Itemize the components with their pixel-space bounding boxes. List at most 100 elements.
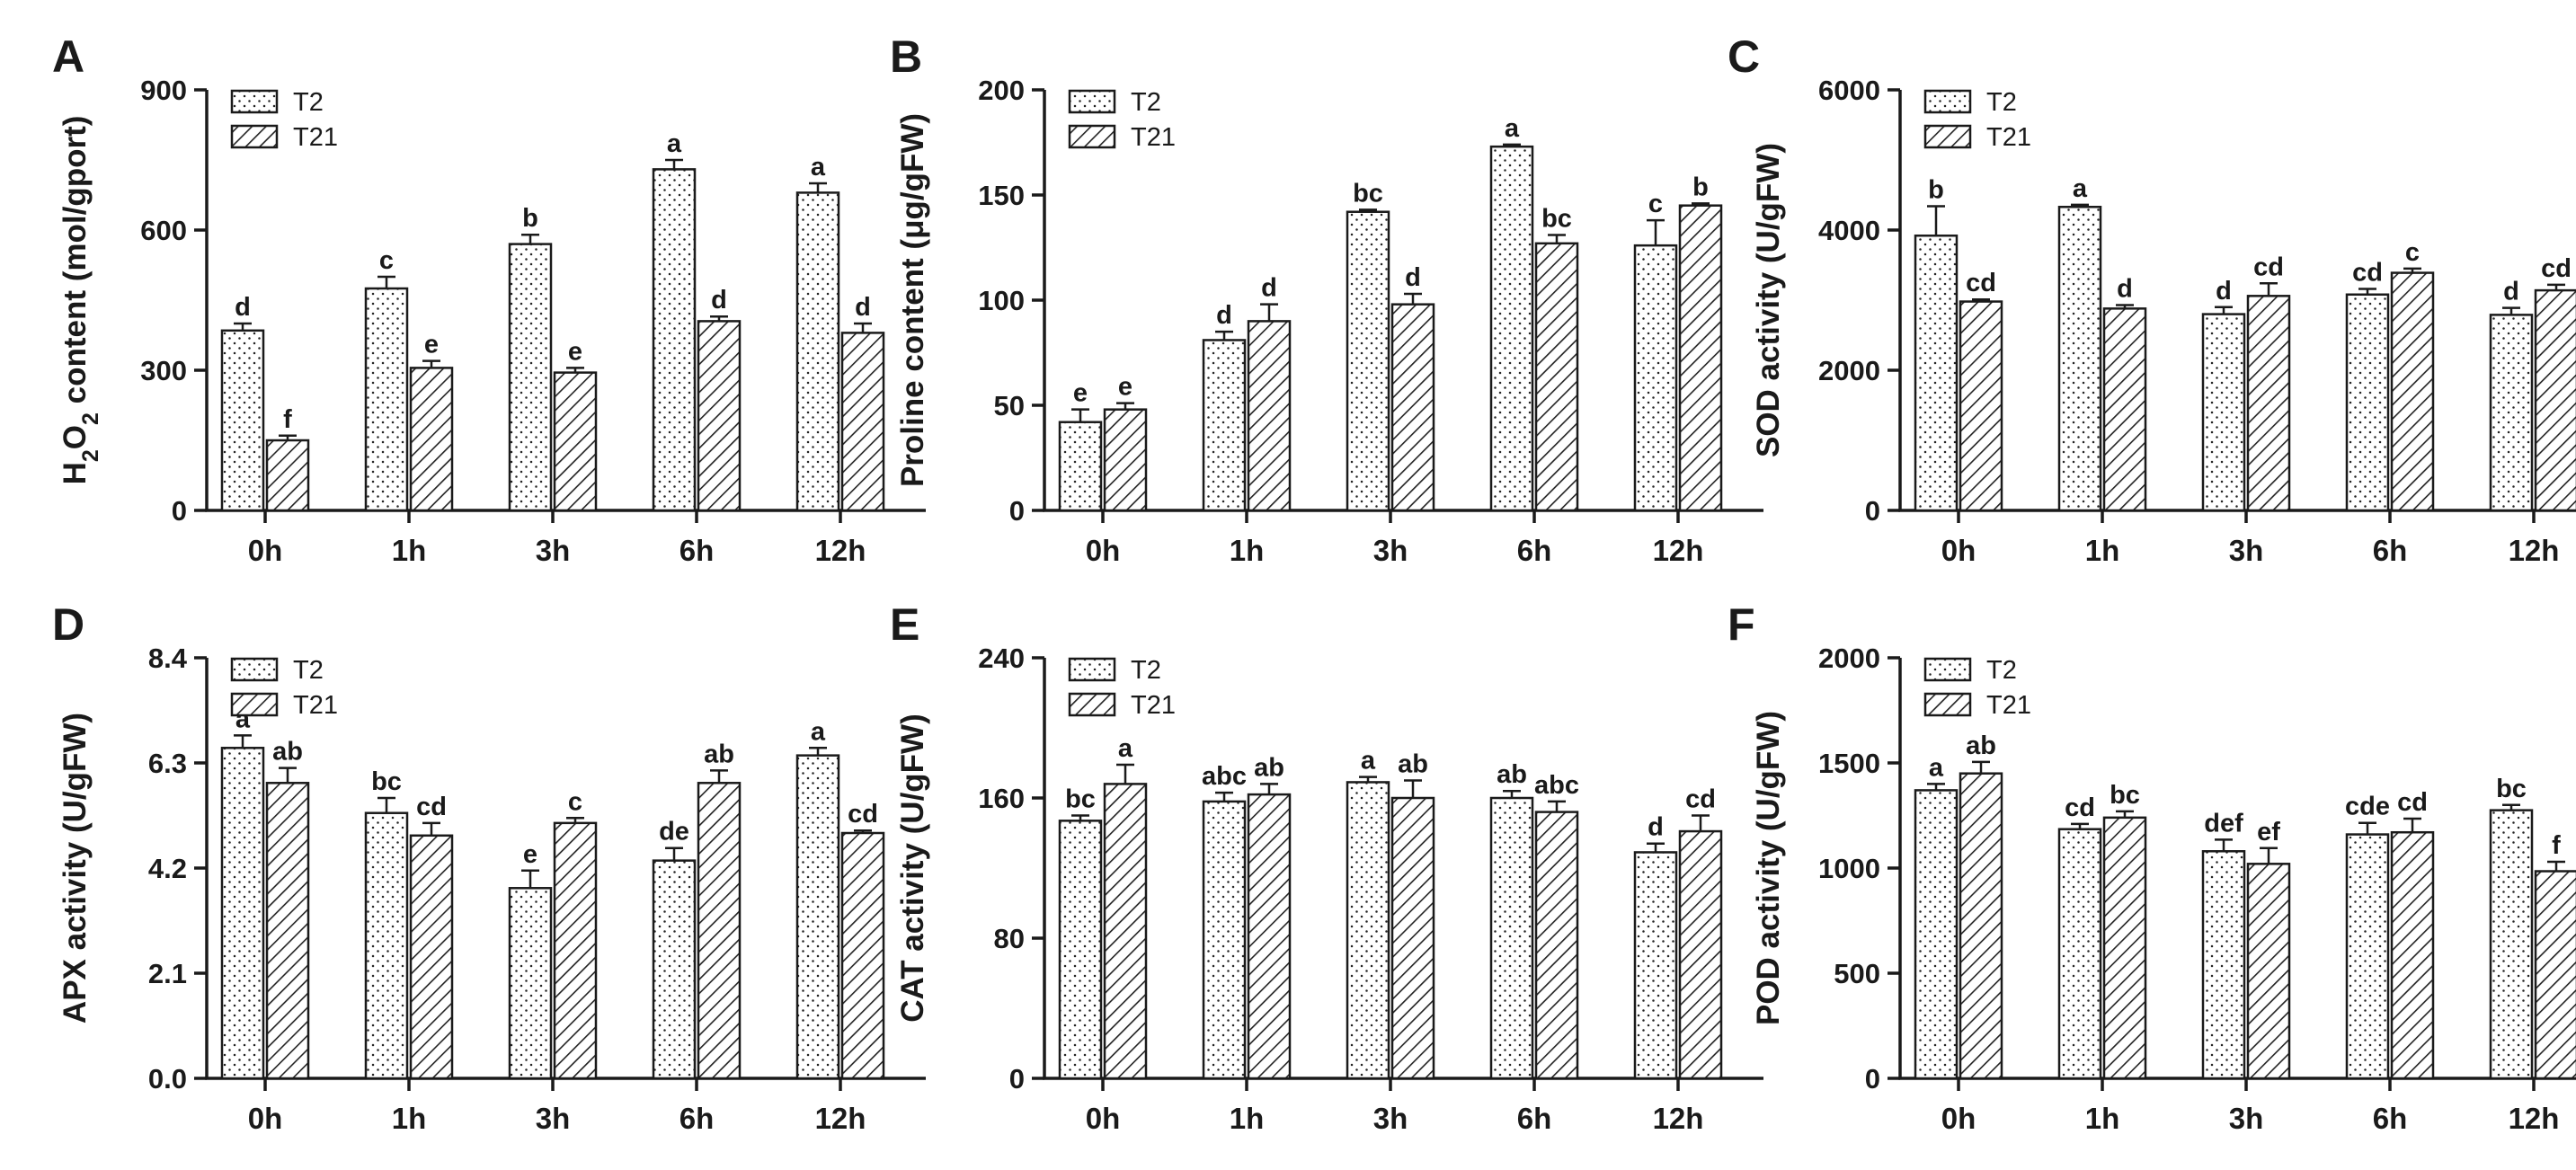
legend-label: T2 [293, 656, 324, 685]
significance-letter: a [811, 717, 826, 746]
x-tick-label: 1h [2085, 534, 2120, 567]
x-tick-label: 6h [1517, 1102, 1552, 1135]
bar-t21 [1247, 793, 1292, 1080]
y-tick-label: 6000 [1818, 75, 1880, 106]
x-tick-label: 6h [680, 1102, 715, 1135]
significance-letter: bc [1541, 204, 1572, 233]
legend-swatch-t2 [1923, 657, 1972, 682]
x-tick-label: 0h [248, 1102, 283, 1135]
x-tick-label: 0h [1086, 1102, 1121, 1135]
y-axis-title-subscript: 2 [78, 449, 103, 462]
x-tick-label: 1h [392, 534, 427, 567]
bar-t21 [1390, 303, 1435, 512]
significance-letter: a [1118, 734, 1133, 763]
bar-t2 [220, 329, 265, 512]
significance-letter: a [1929, 753, 1944, 782]
bar-t21 [697, 782, 742, 1080]
significance-letter: a [2073, 174, 2088, 203]
significance-letter: cd [2065, 793, 2095, 822]
bar-t21 [2390, 271, 2435, 512]
bar-t2 [1058, 421, 1103, 512]
y-tick-label: 500 [1834, 958, 1880, 989]
significance-letter: ab [704, 740, 734, 768]
significance-letter: cd [2253, 253, 2284, 281]
y-tick-label: 100 [978, 285, 1025, 316]
x-tick-label: 12h [815, 1102, 866, 1135]
y-axis-title: POD activity (U/gFW) [1751, 711, 1786, 1025]
x-tick-label: 12h [2509, 534, 2560, 567]
significance-letter: d [2503, 278, 2519, 306]
bar-t2 [795, 754, 840, 1080]
y-axis-title-subscript: 2 [78, 412, 103, 425]
y-tick-label: 240 [978, 643, 1025, 674]
y-tick-label: 6.3 [148, 748, 187, 779]
significance-letter: cd [1685, 785, 1716, 814]
bar-t21 [1678, 829, 1723, 1080]
significance-letter: cd [1966, 269, 1996, 297]
significance-letter: de [659, 818, 689, 846]
bar-t2 [1633, 244, 1678, 512]
bar-t21 [1247, 320, 1292, 512]
y-tick-label: 900 [140, 75, 187, 106]
x-tick-label: 3h [1373, 534, 1408, 567]
legend-label: T21 [1986, 691, 2031, 720]
bar-t21 [553, 821, 598, 1080]
bar-t2 [2489, 809, 2534, 1080]
legend-label: T21 [293, 691, 338, 720]
significance-letter: bc [1065, 785, 1096, 814]
y-tick-label: 160 [978, 783, 1025, 814]
x-tick-label: 12h [2509, 1102, 2560, 1135]
y-axis-title: SOD activity (U/gFW) [1751, 143, 1786, 457]
significance-letter: cde [2345, 793, 2390, 821]
x-tick-label: 1h [1230, 1102, 1265, 1135]
legend-swatch-t2 [1068, 89, 1116, 114]
bar-t21 [2534, 288, 2576, 512]
significance-letter: c [1648, 190, 1663, 218]
x-tick-label: 12h [815, 534, 866, 567]
significance-letter: cd [2352, 259, 2383, 288]
significance-letter: d [235, 293, 251, 322]
bar-t2 [652, 859, 697, 1080]
y-tick-label: 8.4 [148, 643, 188, 674]
x-tick-label: 0h [1941, 1102, 1976, 1135]
y-tick-label: 1000 [1818, 853, 1880, 884]
y-tick-label: 0.0 [148, 1063, 187, 1095]
significance-letter: e [523, 840, 537, 869]
panel-letter: B [890, 31, 922, 82]
y-axis-title: H2O2 content (mol/gport) [58, 116, 103, 485]
bar-t21 [2390, 830, 2435, 1080]
bar-t2 [1633, 851, 1678, 1080]
bar-t21 [2246, 295, 2291, 512]
significance-letter: c [568, 787, 582, 816]
bar-t2 [2489, 314, 2534, 512]
panel-b: B 0 50 100 150 200 Proline content (μg/gFW) 0h e… [890, 31, 1763, 567]
legend-swatch-t21 [230, 692, 279, 717]
y-axis-title-part: O [58, 425, 93, 449]
x-tick-label: 3h [2229, 534, 2264, 567]
x-tick-label: 6h [680, 534, 715, 567]
y-tick-label: 0 [1865, 1063, 1880, 1095]
x-tick-label: 12h [1653, 1102, 1704, 1135]
significance-letter: b [1928, 175, 1944, 204]
y-tick-label: 0 [1009, 1063, 1025, 1095]
panel-letter: F [1728, 599, 1755, 650]
x-tick-label: 6h [2373, 534, 2408, 567]
legend-label: T21 [1131, 123, 1176, 152]
bar-t21 [265, 439, 310, 512]
significance-letter: d [711, 286, 727, 315]
y-axis-title-part: H [58, 462, 93, 484]
bar-t2 [1914, 234, 1959, 512]
bar-t2 [1914, 789, 1959, 1080]
bar-t2 [1346, 210, 1390, 512]
significance-letter: e [1073, 379, 1088, 408]
legend-label: T2 [1131, 656, 1161, 685]
significance-letter: bc [1353, 179, 1383, 208]
panel-letter: C [1728, 31, 1760, 82]
significance-letter: b [522, 204, 538, 233]
significance-letter: a [1361, 747, 1376, 776]
bar-t21 [697, 320, 742, 512]
legend-label: T2 [293, 88, 324, 117]
y-tick-label: 1500 [1818, 748, 1880, 779]
legend-swatch-t2 [230, 657, 279, 682]
